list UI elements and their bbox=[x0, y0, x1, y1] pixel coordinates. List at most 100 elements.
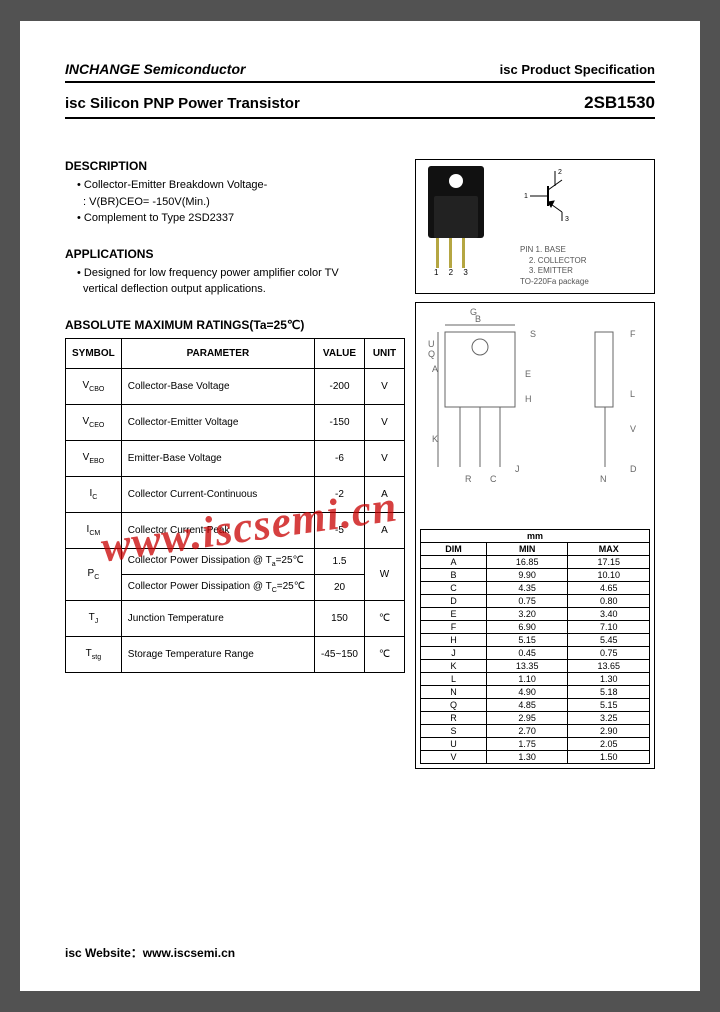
dim-cell: 2.90 bbox=[568, 725, 650, 738]
dim-cell: 6.90 bbox=[486, 621, 568, 634]
dim-cell: 5.15 bbox=[486, 634, 568, 647]
part-number: 2SB1530 bbox=[584, 93, 655, 113]
description-line: : V(BR)CEO= -150V(Min.) bbox=[73, 194, 405, 211]
dim-cell: 13.65 bbox=[568, 660, 650, 673]
col-parameter: PARAMETER bbox=[121, 338, 314, 368]
dim-cell: 3.20 bbox=[486, 608, 568, 621]
dim-cell: 5.18 bbox=[568, 686, 650, 699]
dim-cell: D bbox=[421, 595, 487, 608]
pin-labels: PIN 1. BASE 2. COLLECTOR 3. EMITTER TO-2… bbox=[520, 245, 648, 287]
svg-text:K: K bbox=[432, 434, 438, 444]
dim-row: D0.750.80 bbox=[421, 595, 650, 608]
cell-symbol: ICM bbox=[66, 512, 122, 548]
dim-cell: 17.15 bbox=[568, 556, 650, 569]
dim-cell: U bbox=[421, 738, 487, 751]
content-row: DESCRIPTION • Collector-Emitter Breakdow… bbox=[65, 159, 655, 769]
doc-type: isc Product Specification bbox=[500, 62, 655, 77]
col-symbol: SYMBOL bbox=[66, 338, 122, 368]
table-row: TJJunction Temperature150℃ bbox=[66, 600, 405, 636]
dim-row: B9.9010.10 bbox=[421, 569, 650, 582]
package-info: 1 2 3 PIN 1. BASE 2. COLLECTOR 3. EMITTE… bbox=[520, 166, 648, 287]
cell-symbol: TJ bbox=[66, 600, 122, 636]
cell-parameter: Collector-Base Voltage bbox=[121, 368, 314, 404]
dim-cell: 7.10 bbox=[568, 621, 650, 634]
svg-text:3: 3 bbox=[565, 216, 569, 223]
cell-unit: V bbox=[365, 404, 405, 440]
cell-parameter: Collector Current-Continuous bbox=[121, 476, 314, 512]
to220-outline bbox=[428, 166, 484, 238]
title-divider bbox=[65, 117, 655, 119]
description-heading: DESCRIPTION bbox=[65, 159, 405, 173]
dim-row: E3.203.40 bbox=[421, 608, 650, 621]
ratings-table: SYMBOL PARAMETER VALUE UNIT VCBOCollecto… bbox=[65, 338, 405, 673]
product-title: isc Silicon PNP Power Transistor bbox=[65, 95, 300, 112]
svg-text:A: A bbox=[432, 364, 438, 374]
dim-row: R2.953.25 bbox=[421, 712, 650, 725]
dim-cell: 10.10 bbox=[568, 569, 650, 582]
dim-cell: C bbox=[421, 582, 487, 595]
dim-row: Q4.855.15 bbox=[421, 699, 650, 712]
cell-value: 20 bbox=[315, 574, 365, 600]
dim-cell: 2.95 bbox=[486, 712, 568, 725]
dim-row: H5.155.45 bbox=[421, 634, 650, 647]
svg-text:Q: Q bbox=[428, 349, 435, 359]
dim-row: K13.3513.65 bbox=[421, 660, 650, 673]
table-row: VCBOCollector-Base Voltage-200V bbox=[66, 368, 405, 404]
dim-row: S2.702.90 bbox=[421, 725, 650, 738]
cell-unit: V bbox=[365, 368, 405, 404]
dim-cell: 13.35 bbox=[486, 660, 568, 673]
dim-cell: F bbox=[421, 621, 487, 634]
cell-value: -45~150 bbox=[315, 636, 365, 672]
svg-text:N: N bbox=[600, 474, 607, 484]
company-name: INCHANGE Semiconductor bbox=[65, 61, 245, 77]
cell-symbol: IC bbox=[66, 476, 122, 512]
dim-cell: Q bbox=[421, 699, 487, 712]
cell-parameter: Collector-Emitter Voltage bbox=[121, 404, 314, 440]
page-header: INCHANGE Semiconductor isc Product Speci… bbox=[65, 61, 655, 77]
dim-cell: 0.75 bbox=[568, 647, 650, 660]
pnp-symbol: 1 2 3 bbox=[520, 166, 590, 226]
package-photo: 1 2 3 bbox=[422, 166, 512, 287]
cell-unit: ℃ bbox=[365, 636, 405, 672]
dim-row: J0.450.75 bbox=[421, 647, 650, 660]
svg-text:F: F bbox=[630, 329, 636, 339]
dim-cell: E bbox=[421, 608, 487, 621]
dim-cell: 5.15 bbox=[568, 699, 650, 712]
dim-row: V1.301.50 bbox=[421, 751, 650, 764]
dim-cell: 0.80 bbox=[568, 595, 650, 608]
description-body: • Collector-Emitter Breakdown Voltage- :… bbox=[65, 177, 405, 227]
dim-cell: K bbox=[421, 660, 487, 673]
dim-row: F6.907.10 bbox=[421, 621, 650, 634]
cell-unit: W bbox=[365, 548, 405, 600]
cell-parameter: Collector Power Dissipation @ TC=25℃ bbox=[121, 574, 314, 600]
mechanical-drawing: B G S A U Q E H K R C J F bbox=[420, 307, 650, 527]
cell-value: -5 bbox=[315, 512, 365, 548]
dim-unit-label: mm bbox=[421, 530, 650, 543]
cell-parameter: Collector Current-Peak bbox=[121, 512, 314, 548]
cell-unit: V bbox=[365, 440, 405, 476]
dim-cell: 9.90 bbox=[486, 569, 568, 582]
right-column: 1 2 3 1 bbox=[415, 159, 655, 769]
cell-value: -2 bbox=[315, 476, 365, 512]
applications-heading: APPLICATIONS bbox=[65, 247, 405, 261]
dim-cell: 4.35 bbox=[486, 582, 568, 595]
dim-cell: 4.85 bbox=[486, 699, 568, 712]
dim-cell: S bbox=[421, 725, 487, 738]
cell-symbol: PC bbox=[66, 548, 122, 600]
applications-line: vertical deflection output applications. bbox=[73, 281, 405, 298]
mechanical-box: B G S A U Q E H K R C J F bbox=[415, 302, 655, 769]
table-row: ICCollector Current-Continuous-2A bbox=[66, 476, 405, 512]
cell-value: -150 bbox=[315, 404, 365, 440]
package-leads bbox=[436, 238, 465, 268]
dim-cell: 0.45 bbox=[486, 647, 568, 660]
dim-row: L1.101.30 bbox=[421, 673, 650, 686]
dim-cell: 1.30 bbox=[486, 751, 568, 764]
description-line: • Complement to Type 2SD2337 bbox=[73, 210, 405, 227]
dim-col-min: MIN bbox=[486, 543, 568, 556]
svg-text:J: J bbox=[515, 464, 520, 474]
footer: isc Website：www.iscsemi.cn bbox=[65, 944, 235, 961]
cell-unit: ℃ bbox=[365, 600, 405, 636]
ratings-heading: ABSOLUTE MAXIMUM RATINGS(Ta=25℃) bbox=[65, 318, 405, 332]
cell-unit: A bbox=[365, 476, 405, 512]
svg-text:E: E bbox=[525, 369, 531, 379]
